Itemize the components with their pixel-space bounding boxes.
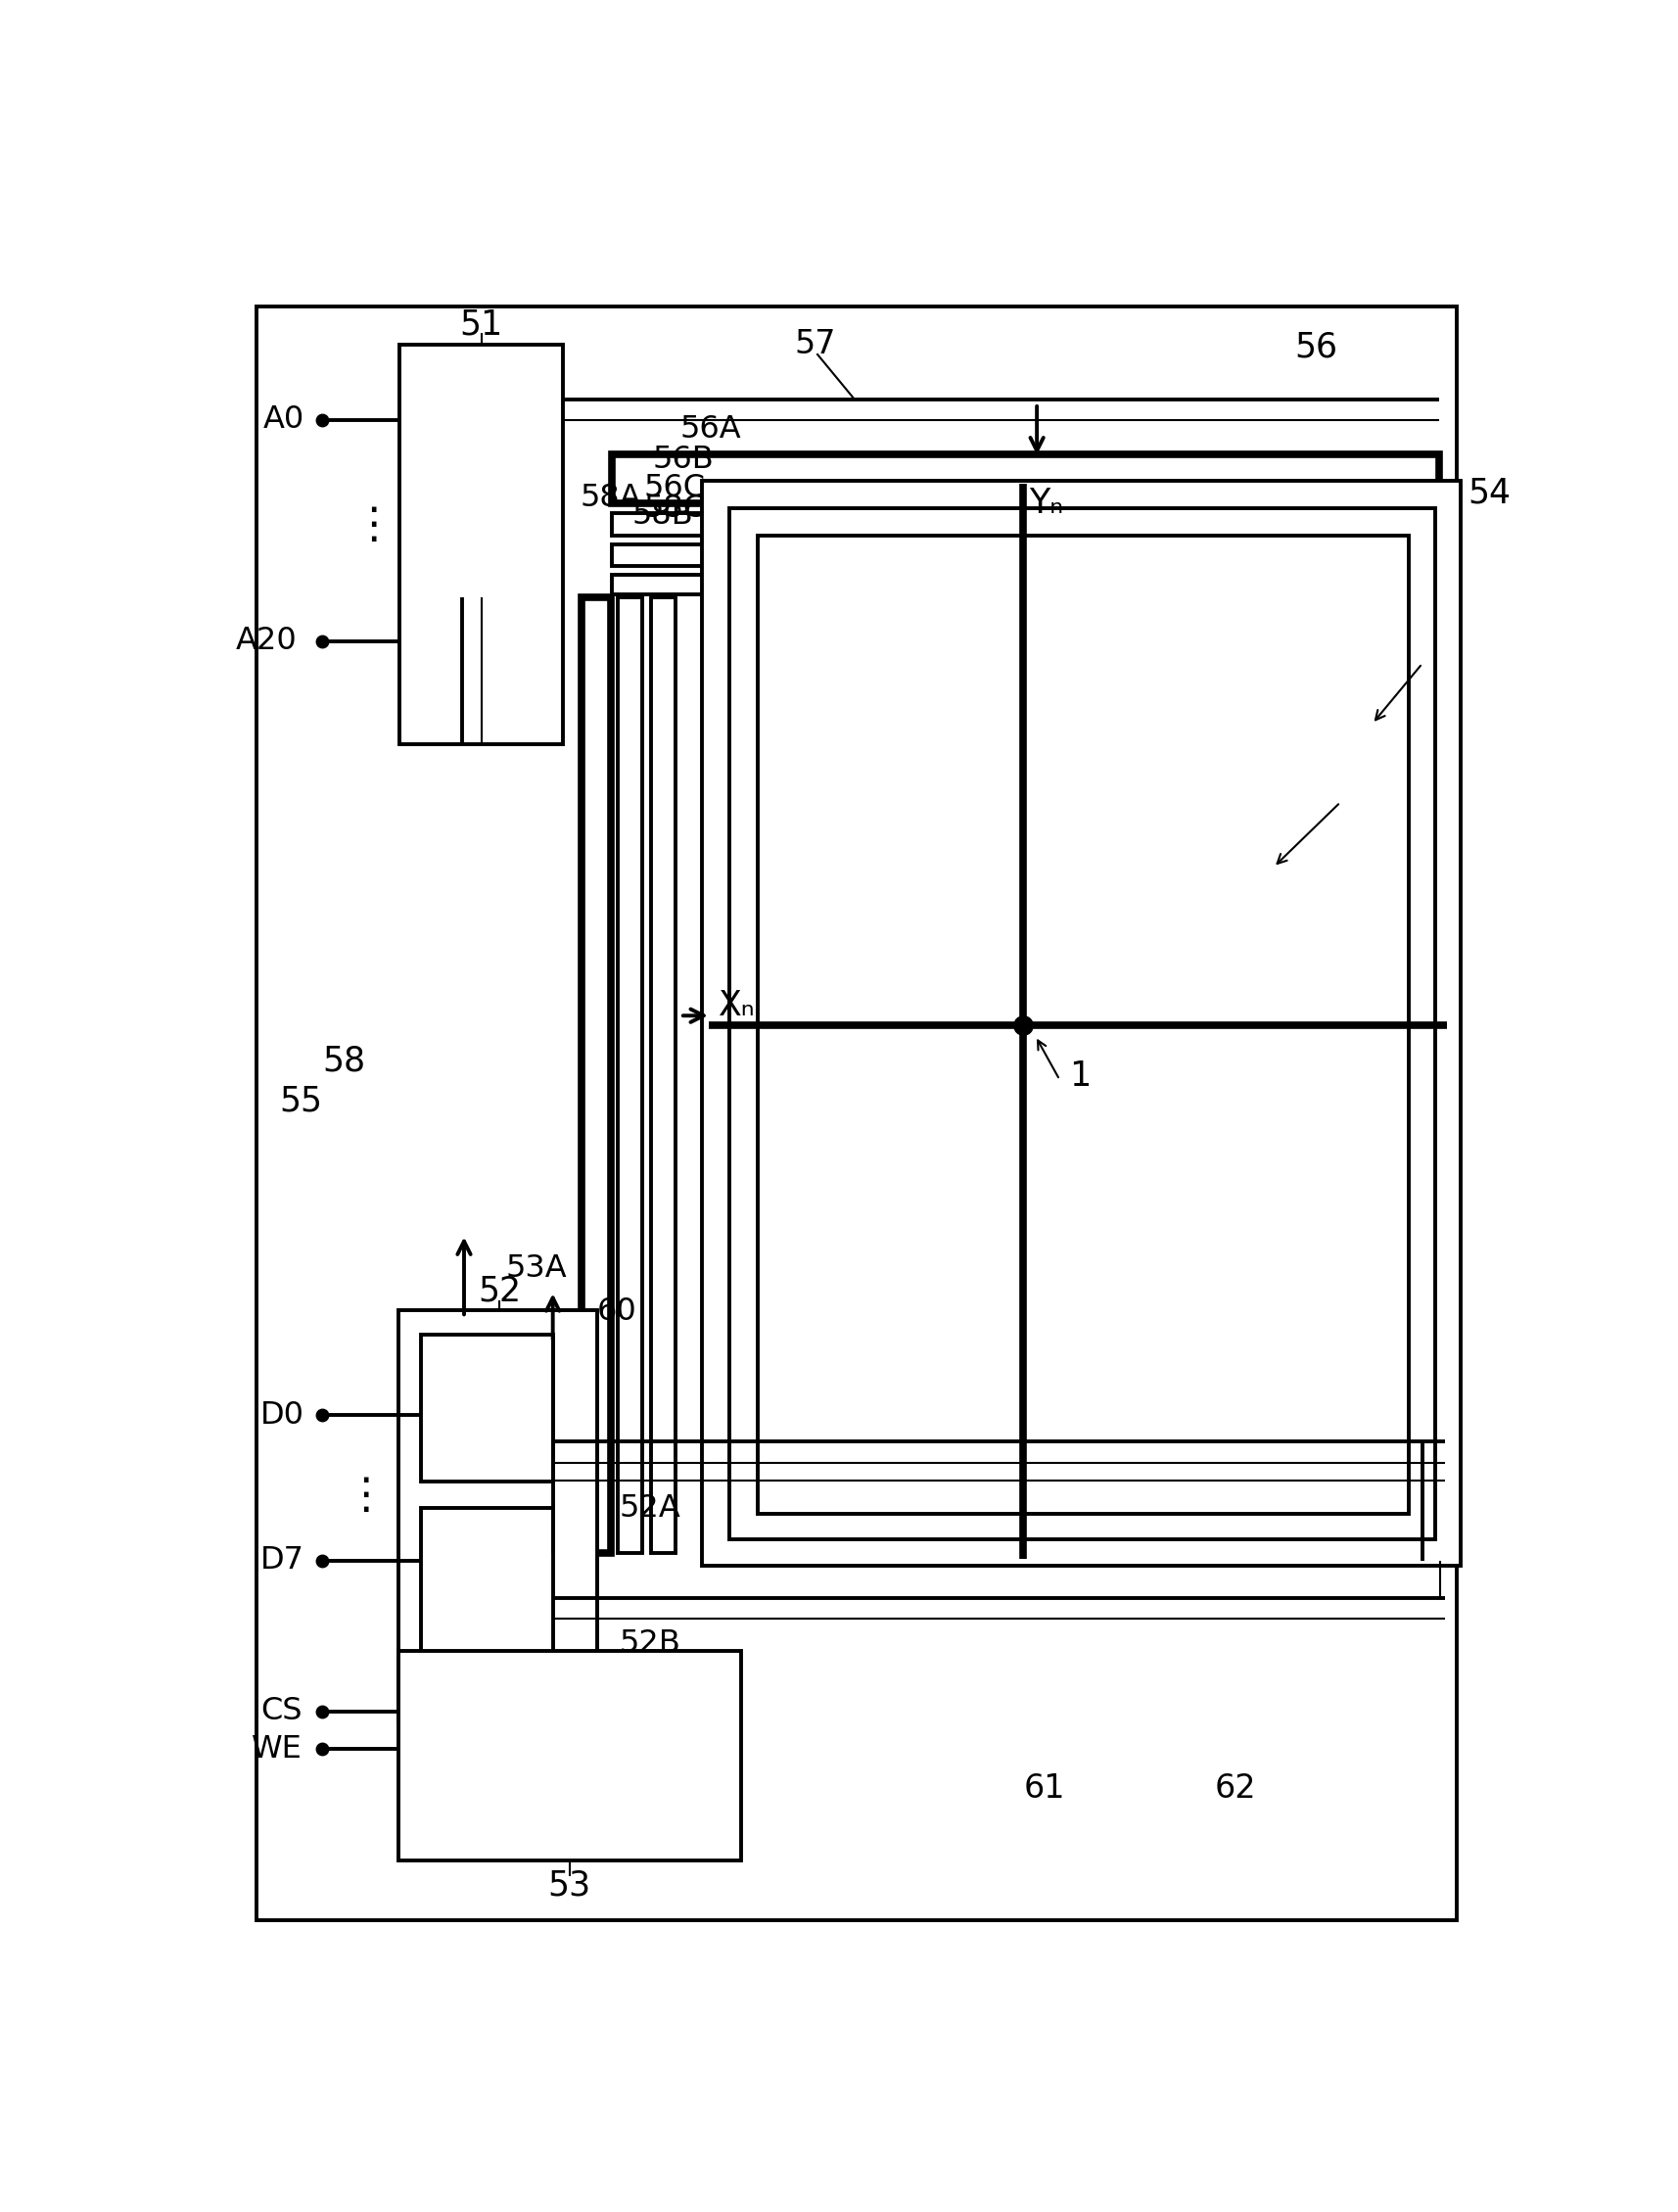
Text: D0: D0 [260, 1400, 304, 1431]
Text: 1: 1 [1069, 1060, 1091, 1093]
Bar [612, 513, 1438, 535]
Bar [612, 575, 1438, 595]
Text: Xₙ: Xₙ [718, 989, 755, 1022]
Text: 61: 61 [1024, 1772, 1064, 1805]
Text: 52: 52 [478, 1274, 520, 1307]
Text: 57: 57 [794, 327, 836, 361]
Bar [651, 597, 675, 1553]
Text: 58C: 58C [643, 493, 705, 524]
Text: 62: 62 [1215, 1772, 1255, 1805]
Bar [757, 535, 1408, 1513]
Text: 58: 58 [322, 1044, 366, 1077]
Bar [618, 597, 643, 1553]
Text: 58A: 58A [581, 482, 641, 513]
Bar [701, 480, 1460, 1566]
Text: CS: CS [260, 1697, 302, 1728]
Bar [612, 544, 1438, 566]
Bar [421, 1509, 554, 1655]
Text: 58B: 58B [631, 500, 693, 531]
Text: 51: 51 [460, 307, 503, 341]
Bar [398, 1310, 596, 1721]
Text: 52A: 52A [619, 1493, 681, 1524]
Text: A20: A20 [235, 626, 297, 657]
Text: 54: 54 [1467, 476, 1510, 509]
Text: 56A: 56A [680, 414, 742, 445]
Text: D7: D7 [260, 1546, 304, 1575]
Text: 53A: 53A [505, 1252, 567, 1283]
Bar [399, 345, 562, 743]
Text: 55: 55 [279, 1084, 322, 1117]
Text: 53: 53 [547, 1869, 591, 1902]
Text: 56C: 56C [643, 473, 705, 502]
Text: 52B: 52B [619, 1628, 681, 1659]
Bar [730, 509, 1435, 1540]
Text: ⋮: ⋮ [351, 504, 394, 546]
Text: 56B: 56B [651, 445, 713, 476]
Text: WE: WE [252, 1734, 302, 1765]
Text: Yₙ: Yₙ [1029, 487, 1064, 520]
Bar [398, 1650, 740, 1860]
Bar [612, 453, 1438, 502]
Bar [581, 597, 611, 1553]
Text: 56: 56 [1294, 330, 1337, 363]
Text: ⋮: ⋮ [344, 1475, 388, 1517]
Text: 60: 60 [596, 1296, 636, 1327]
Text: A0: A0 [263, 405, 304, 436]
Bar [421, 1334, 554, 1482]
